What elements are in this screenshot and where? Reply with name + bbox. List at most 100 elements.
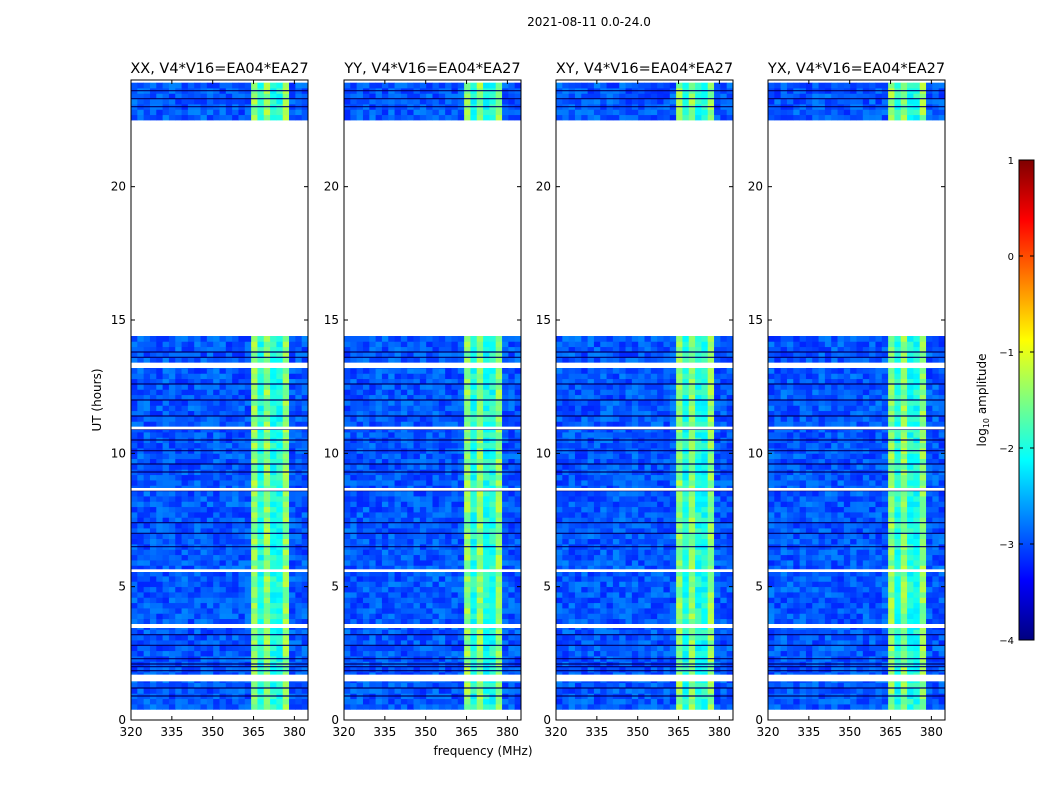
heatmap-cell bbox=[451, 650, 459, 657]
heatmap-cell bbox=[470, 98, 478, 105]
heatmap-cell bbox=[688, 688, 696, 694]
heatmap-cell bbox=[457, 634, 465, 641]
heatmap-cell bbox=[400, 512, 408, 518]
heatmap-cell bbox=[438, 666, 446, 673]
heatmap-cell bbox=[276, 400, 284, 406]
heatmap-cell bbox=[495, 592, 503, 598]
heatmap-cell bbox=[156, 613, 164, 620]
heatmap-cell bbox=[556, 613, 563, 620]
heatmap-cell bbox=[432, 480, 440, 486]
heatmap-cell bbox=[375, 394, 383, 401]
heatmap-cell bbox=[381, 570, 389, 577]
heatmap-cell bbox=[162, 618, 170, 625]
heatmap-cell bbox=[413, 560, 421, 566]
heatmap-cell bbox=[206, 597, 214, 604]
heatmap-cell bbox=[137, 581, 145, 588]
heatmap-cell bbox=[362, 442, 370, 449]
heatmap-cell bbox=[464, 389, 471, 396]
heatmap-cell bbox=[388, 442, 395, 449]
heatmap-cell bbox=[657, 618, 664, 625]
heatmap-cell bbox=[200, 346, 208, 353]
heatmap-cell bbox=[238, 570, 246, 577]
heatmap-cell bbox=[219, 560, 227, 566]
heatmap-cell bbox=[344, 650, 351, 657]
heatmap-cell bbox=[194, 618, 201, 625]
heatmap-cell bbox=[445, 453, 452, 460]
heatmap-cell bbox=[476, 538, 484, 545]
heatmap-cell bbox=[225, 618, 233, 625]
heatmap-cell bbox=[131, 608, 138, 614]
heatmap-cell bbox=[270, 517, 277, 524]
heatmap-cell bbox=[219, 114, 227, 121]
heatmap-cell bbox=[489, 336, 497, 342]
heatmap-cell bbox=[282, 341, 290, 348]
heatmap-cell bbox=[143, 682, 151, 689]
heatmap-cell bbox=[381, 480, 389, 486]
heatmap-cell bbox=[432, 357, 440, 364]
heatmap-cell bbox=[502, 400, 509, 406]
heatmap-cell bbox=[225, 549, 233, 556]
heatmap-cell bbox=[131, 592, 138, 598]
heatmap-cell bbox=[476, 512, 484, 518]
heatmap-cell bbox=[187, 458, 195, 465]
heatmap-cell bbox=[508, 357, 516, 364]
heatmap-cell bbox=[483, 496, 490, 502]
heatmap-cell bbox=[508, 682, 516, 689]
heatmap-cell bbox=[419, 602, 427, 609]
heatmap-cell bbox=[194, 352, 201, 358]
heatmap-cell bbox=[400, 560, 408, 566]
heatmap-cell bbox=[131, 346, 138, 353]
heatmap-cell bbox=[219, 400, 227, 406]
heatmap-cell bbox=[394, 512, 402, 518]
heatmap-cell bbox=[470, 394, 478, 401]
heatmap-cell bbox=[168, 517, 176, 524]
heatmap-cell bbox=[187, 82, 195, 89]
heatmap-cell bbox=[375, 666, 383, 673]
heatmap-cell bbox=[625, 640, 633, 646]
heatmap-cell bbox=[701, 650, 709, 657]
heatmap-cell bbox=[413, 666, 421, 673]
heatmap-cell bbox=[476, 373, 484, 380]
heatmap-cell bbox=[426, 650, 433, 657]
heatmap-cell bbox=[432, 501, 440, 508]
heatmap-cell bbox=[464, 114, 471, 121]
heatmap-cell bbox=[362, 581, 370, 588]
heatmap-cell bbox=[156, 400, 164, 406]
heatmap-cell bbox=[688, 698, 696, 705]
heatmap-cell bbox=[483, 666, 490, 673]
heatmap-cell bbox=[495, 464, 503, 470]
heatmap-cell bbox=[514, 453, 522, 460]
heatmap-cell bbox=[419, 645, 427, 652]
heatmap-cell bbox=[232, 645, 239, 652]
y-tick-label: 10 bbox=[111, 446, 126, 460]
heatmap-cell bbox=[225, 458, 233, 465]
heatmap-cell bbox=[175, 528, 182, 534]
heatmap-cell bbox=[407, 421, 414, 428]
heatmap-cell bbox=[175, 82, 182, 89]
heatmap-cell bbox=[200, 421, 208, 428]
heatmap-cell bbox=[156, 602, 164, 609]
heatmap-cell bbox=[213, 368, 220, 374]
heatmap-cell bbox=[295, 688, 303, 694]
heatmap-cell bbox=[556, 704, 563, 710]
heatmap-cell bbox=[137, 352, 145, 358]
heatmap-cell bbox=[483, 368, 490, 374]
heatmap-cell bbox=[225, 373, 233, 380]
heatmap-cell bbox=[301, 597, 309, 604]
heatmap-cell bbox=[419, 629, 427, 636]
heatmap-cell bbox=[375, 554, 383, 561]
heatmap-cell bbox=[244, 421, 252, 428]
heatmap-cell bbox=[289, 528, 296, 534]
heatmap-cell bbox=[149, 650, 157, 657]
heatmap-cell bbox=[356, 453, 364, 460]
heatmap-cell bbox=[350, 549, 358, 556]
heatmap-cell bbox=[156, 533, 164, 540]
heatmap-cell bbox=[131, 496, 138, 502]
heatmap-cell bbox=[181, 464, 189, 470]
heatmap-cell bbox=[381, 704, 389, 710]
heatmap-cell bbox=[301, 410, 309, 417]
heatmap-cell bbox=[213, 682, 220, 689]
heatmap-cell bbox=[131, 464, 138, 470]
heatmap-cell bbox=[476, 432, 484, 438]
heatmap-cell bbox=[508, 400, 516, 406]
